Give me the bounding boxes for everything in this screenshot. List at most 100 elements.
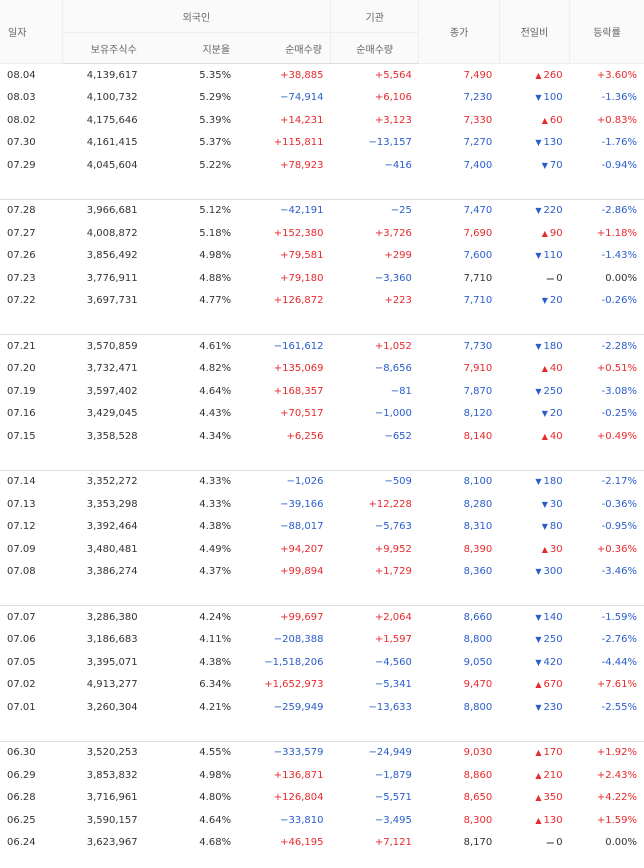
ratio-cell: 4.11% (199, 634, 232, 646)
change-cell: ▼ 180 (499, 469, 570, 493)
change-value: 220 (543, 205, 563, 217)
foreign-net-cell: +14,231 (280, 114, 324, 126)
group-gap (0, 177, 644, 200)
foreign-net-cell: −33,810 (280, 814, 324, 826)
foreign-net-cell: +135,069 (273, 363, 324, 375)
inst-net-cell: +12,228 (368, 498, 412, 510)
triangle-up-icon: ▲ (535, 748, 542, 758)
holdings-cell: 4,175,646 (86, 114, 138, 126)
table-row: 06.28 3,716,961 4.80% +126,804 −5,571 8,650 ▲ 3… (0, 787, 644, 810)
change-value: 140 (543, 611, 563, 623)
change-cell: ▼ 220 (499, 198, 570, 222)
change-cell: ▼ 80 (499, 516, 569, 539)
change-value: 170 (543, 747, 563, 759)
date-cell: 07.02 (7, 679, 36, 691)
holdings-cell: 4,139,617 (62, 63, 145, 87)
table-row: 08.03 4,100,732 5.29% −74,914 +6,106 7,230 ▼ 10… (0, 87, 644, 110)
ratio-cell: 4.98% (199, 250, 232, 262)
date-cell: 07.22 (7, 295, 36, 307)
inst-net-cell: +9,952 (374, 543, 412, 555)
table-row: 07.01 3,260,304 4.21% −259,949 −13,633 8,800 ▼… (0, 696, 644, 719)
table-row: 07.30 4,161,415 5.37% +115,811 −13,157 7,270 ▼… (0, 132, 644, 155)
rate-cell: -2.17% (569, 469, 644, 493)
ratio-cell: 4.80% (199, 792, 232, 804)
change-value: 130 (543, 814, 563, 826)
inst-net-cell: −13,157 (368, 137, 412, 149)
table-row: 07.21 3,570,859 4.61% −161,612 +1,052 7,730 ▼ 1… (0, 334, 644, 358)
holdings-cell: 3,570,859 (62, 334, 145, 358)
change-cell: ▲ 670 (499, 674, 569, 697)
foreign-net-cell: −259,949 (273, 701, 324, 713)
ratio-cell: 4.64% (199, 385, 232, 397)
close-cell: 7,690 (463, 227, 493, 239)
holdings-cell: 3,186,683 (86, 634, 138, 646)
change-cell: ▼ 230 (499, 696, 569, 719)
holdings-cell: 3,392,464 (86, 521, 138, 533)
change-cell: —0 (499, 267, 569, 290)
table-body: 08.04 4,139,617 5.35% +38,885 +5,564 7,490 ▲ 26… (0, 63, 644, 855)
ratio-cell: 4.55% (144, 740, 239, 764)
date-cell: 07.23 (7, 272, 36, 284)
holdings-cell: 4,045,604 (86, 159, 138, 171)
ratio-cell: 4.38% (199, 521, 232, 533)
table-row: 07.06 3,186,683 4.11% −208,388 +1,597 8,800 ▼ 2… (0, 629, 644, 652)
change-value: 70 (549, 159, 563, 171)
ratio-cell: 4.33% (144, 469, 239, 493)
foreign-net-cell: +99,894 (280, 566, 324, 578)
inst-net-cell: −13,633 (368, 701, 412, 713)
close-cell: 7,490 (418, 63, 500, 87)
inst-net-cell: −8,656 (374, 363, 412, 375)
change-cell: —0 (499, 832, 569, 855)
foreign-net-cell: +168,357 (273, 385, 324, 397)
ratio-cell: 4.49% (199, 543, 232, 555)
ratio-cell: 4.43% (199, 408, 232, 420)
foreign-net-cell: +79,581 (280, 250, 324, 262)
change-value: 40 (549, 363, 563, 375)
foreign-net-cell: +115,811 (273, 137, 324, 149)
close-cell: 9,030 (418, 740, 500, 764)
ratio-cell: 4.68% (199, 837, 232, 849)
ratio-cell: 4.61% (144, 334, 239, 358)
inst-net-cell: −3,495 (374, 814, 412, 826)
rate-cell: -2.28% (569, 334, 644, 358)
change-value: 90 (549, 227, 563, 239)
header-holdings: 보유주식수 (61, 32, 145, 64)
table-row: 06.29 3,853,832 4.98% +136,871 −1,879 8,860 ▲ 2… (0, 764, 644, 787)
triangle-up-icon: ▲ (535, 815, 542, 825)
rate-cell: -3.08% (601, 385, 637, 397)
change-cell: ▲ 130 (499, 809, 569, 832)
change-cell: ▲ 90 (499, 222, 569, 245)
holdings-cell: 3,623,967 (86, 837, 138, 849)
triangle-down-icon: ▼ (535, 138, 542, 148)
holdings-cell: 3,716,961 (86, 792, 138, 804)
holdings-cell: 3,856,492 (86, 250, 138, 262)
change-cell: ▼ 20 (499, 290, 569, 313)
ratio-cell: 4.37% (199, 566, 232, 578)
change-value: 60 (549, 114, 563, 126)
inst-net-cell: +1,597 (374, 634, 412, 646)
holdings-cell: 3,966,681 (62, 198, 145, 222)
ratio-cell: 5.39% (199, 114, 232, 126)
close-cell: 8,140 (463, 430, 493, 442)
ratio-cell: 4.88% (199, 272, 232, 284)
close-cell: 7,330 (463, 114, 493, 126)
change-cell: ▼ 250 (499, 629, 569, 652)
foreign-net-cell: +6,256 (286, 430, 324, 442)
date-cell: 07.08 (7, 566, 36, 578)
table-row: 07.13 3,353,298 4.33% −39,166 +12,228 8,280 ▼ 3… (0, 493, 644, 516)
holdings-cell: 3,286,380 (62, 605, 145, 629)
close-cell: 7,600 (463, 250, 493, 262)
table-row: 08.04 4,139,617 5.35% +38,885 +5,564 7,490 ▲ 26… (0, 63, 644, 87)
date-cell: 07.29 (7, 159, 36, 171)
foreign-net-cell: −208,388 (273, 634, 324, 646)
group-gap (0, 583, 644, 606)
close-cell: 9,470 (463, 679, 493, 691)
holdings-cell: 4,161,415 (86, 137, 138, 149)
ratio-cell: 5.29% (199, 92, 232, 104)
foreign-net-cell: −42,191 (238, 198, 331, 222)
group-gap (0, 448, 644, 471)
rate-cell: +1.59% (596, 814, 637, 826)
triangle-down-icon: ▼ (535, 477, 542, 487)
table-row: 07.07 3,286,380 4.24% +99,697 +2,064 8,660 ▼ 14… (0, 605, 644, 629)
inst-net-cell: +299 (384, 250, 412, 262)
